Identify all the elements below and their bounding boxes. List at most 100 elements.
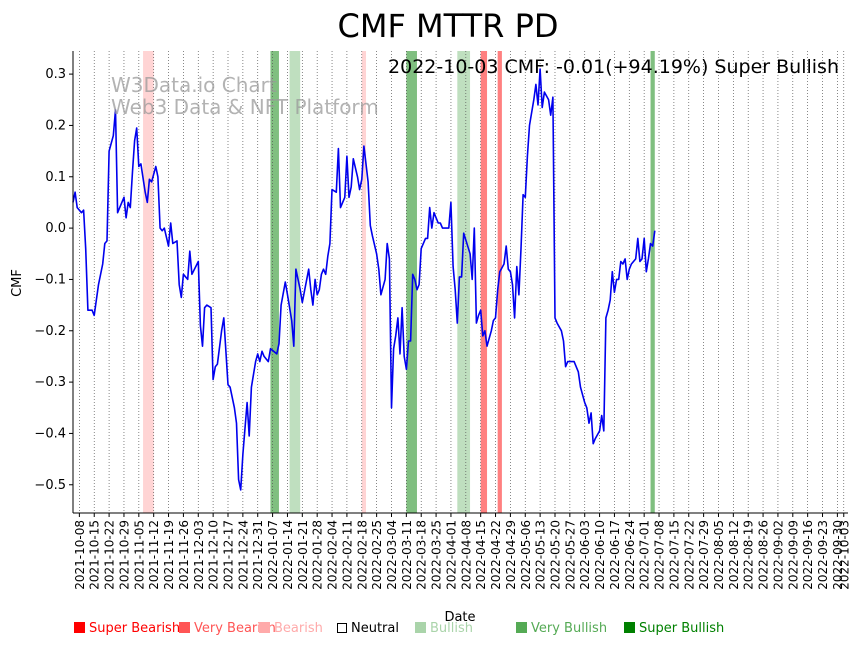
chart-title: CMF MTTR PD xyxy=(337,7,558,45)
legend-swatch-neutral xyxy=(337,623,347,633)
x-tick-label: 2022-02-11 xyxy=(340,520,354,590)
x-tick-label: 2022-01-07 xyxy=(266,520,280,590)
x-tick-label: 2022-06-17 xyxy=(608,520,622,590)
x-tick-label: 2022-02-04 xyxy=(326,520,340,590)
x-tick-label: 2022-04-29 xyxy=(504,520,518,590)
x-tick-label: 2022-07-01 xyxy=(638,520,652,590)
y-tick-label: −0.4 xyxy=(34,426,66,441)
x-tick-label: 2022-05-27 xyxy=(563,520,577,590)
signal-band xyxy=(143,51,154,513)
x-tick-label: 2022-05-13 xyxy=(534,520,548,590)
x-tick-label: 2022-03-25 xyxy=(430,520,444,590)
legend-swatch-very-bullish xyxy=(516,622,527,633)
x-tick-label: 2021-11-12 xyxy=(147,520,161,590)
signal-bands xyxy=(143,51,655,513)
x-tick-label: 2022-08-12 xyxy=(727,520,741,590)
legend-swatch-bearish xyxy=(259,622,270,633)
x-tick-label: 2021-11-05 xyxy=(132,520,146,590)
x-tick-label: 2022-08-26 xyxy=(757,520,771,590)
cmf-line-series xyxy=(72,68,656,491)
legend-item-neutral: Neutral xyxy=(337,621,399,637)
x-tick-label: 2021-10-08 xyxy=(73,520,87,590)
legend-label-super-bullish: Super Bullish xyxy=(639,621,725,636)
x-tick-label: 2022-06-03 xyxy=(578,520,592,590)
y-tick-label: −0.5 xyxy=(34,478,66,493)
x-tick-label: 2021-12-17 xyxy=(222,520,236,590)
x-tick-label: 2022-07-15 xyxy=(667,520,681,590)
x-tick-label: 2022-09-09 xyxy=(786,520,800,590)
x-tick-label: 2022-03-11 xyxy=(400,520,414,590)
cmf-line xyxy=(72,68,656,491)
x-tick-label: 2022-09-23 xyxy=(816,520,830,590)
x-tick-label: 2022-04-08 xyxy=(459,520,473,590)
legend-label-super-bearish: Super Bearish xyxy=(89,621,181,636)
x-tick-label: 2021-12-24 xyxy=(236,520,250,590)
legend-item-super-bullish: Super Bullish xyxy=(624,621,724,637)
x-tick-label: 2022-05-06 xyxy=(519,520,533,590)
legend-item-super-bearish: Super Bearish xyxy=(74,621,180,637)
legend-swatch-bullish xyxy=(415,622,426,633)
legend-item-very-bullish: Very Bullish xyxy=(516,621,607,637)
x-tick-label: 2022-04-01 xyxy=(444,520,458,590)
x-tick-label: 2021-11-26 xyxy=(177,520,191,590)
x-tick-label: 2022-04-22 xyxy=(489,520,503,590)
y-axis-label: CMF xyxy=(10,269,25,297)
signal-band xyxy=(270,51,279,513)
x-tick-label: 2021-12-31 xyxy=(251,520,265,590)
y-tick-label: −0.2 xyxy=(34,324,66,339)
y-tick-label: −0.3 xyxy=(34,375,66,390)
cmf-annotation: 2022-10-03 CMF: -0.01(+94.19%) Super Bul… xyxy=(388,56,839,78)
x-tick-label: 2022-03-18 xyxy=(415,520,429,590)
x-tick-label: 2022-07-22 xyxy=(682,520,696,590)
x-tick-label: 2022-06-10 xyxy=(593,520,607,590)
legend-label-very-bearish: Very Bearish xyxy=(194,621,276,636)
axes: 0.3 0.2 0.1 0.0 −0.1 −0.2 −0.3 −0.4 −0.5 2021-10-… xyxy=(34,51,851,590)
x-tick-label: 2022-08-05 xyxy=(712,520,726,590)
y-tick-label: −0.1 xyxy=(34,272,66,287)
x-tick-label: 2022-08-19 xyxy=(742,520,756,590)
x-tick-label: 2022-05-20 xyxy=(548,520,562,590)
legend-item-bullish: Bullish xyxy=(415,621,473,637)
legend-swatch-super-bearish xyxy=(74,622,85,633)
x-tick-label: 2021-10-22 xyxy=(103,520,117,590)
legend-label-bullish: Bullish xyxy=(430,621,474,636)
legend-item-bearish: Bearish xyxy=(259,621,323,637)
x-tick-label: 2022-06-24 xyxy=(623,520,637,590)
y-tick-label: 0.0 xyxy=(45,221,66,236)
legend-item-very-bearish: Very Bearish xyxy=(179,621,276,637)
legend-swatch-super-bullish xyxy=(624,622,635,633)
x-tick-label: 2021-10-29 xyxy=(117,520,131,590)
x-tick-label: 2022-02-25 xyxy=(370,520,384,590)
x-tick-label: 2022-09-16 xyxy=(801,520,815,590)
signal-band xyxy=(497,51,502,513)
watermark-line-2: Web3 Data & NFT Platform xyxy=(111,95,379,119)
x-tick-label: 2022-02-18 xyxy=(355,520,369,590)
signal-band xyxy=(650,51,655,513)
signal-band xyxy=(480,51,488,513)
signal-band xyxy=(457,51,471,513)
x-tick-label: 2022-07-08 xyxy=(653,520,667,590)
x-tick-label: 2022-09-30 xyxy=(831,520,845,590)
y-tick-label: 0.3 xyxy=(45,67,66,82)
x-tick-label: 2022-09-02 xyxy=(771,520,785,590)
legend-swatch-very-bearish xyxy=(179,622,190,633)
x-tick-label: 2022-01-21 xyxy=(296,520,310,590)
x-tick-label: 2022-03-04 xyxy=(385,520,399,590)
x-tick-label: 2021-12-03 xyxy=(192,520,206,590)
y-tick-label: 0.2 xyxy=(45,118,66,133)
x-tick-label: 2021-10-15 xyxy=(88,520,102,590)
x-tick-label: 2021-11-19 xyxy=(162,520,176,590)
x-tick-label: 2022-01-28 xyxy=(311,520,325,590)
x-tick-label: 2022-04-15 xyxy=(474,520,488,590)
legend-label-neutral: Neutral xyxy=(351,621,399,636)
vertical-gridlines xyxy=(79,51,845,513)
signal-band xyxy=(361,51,367,513)
x-tick-label: 2022-01-14 xyxy=(281,520,295,590)
x-axis-label: Date xyxy=(444,610,475,625)
x-tick-label: 2022-07-29 xyxy=(697,520,711,590)
legend-label-very-bullish: Very Bullish xyxy=(531,621,608,636)
x-tick-label: 2022-10-03 xyxy=(837,520,851,590)
legend-label-bearish: Bearish xyxy=(274,621,323,636)
watermark-line-1: W3Data.io Chart xyxy=(111,73,277,97)
